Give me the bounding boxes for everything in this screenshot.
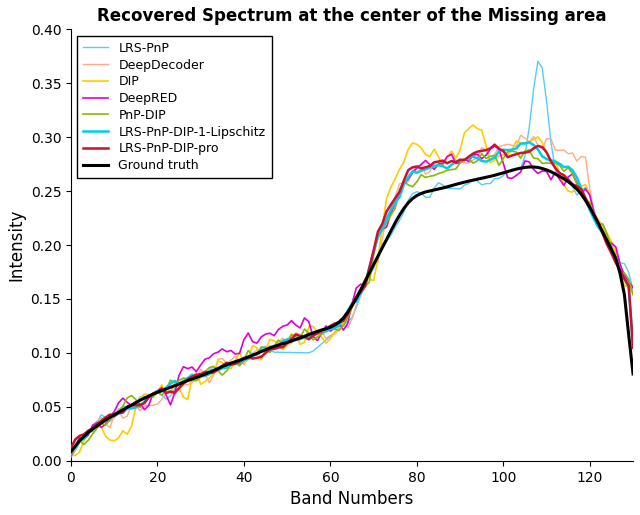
Ground truth	[89, 426, 97, 432]
DIP	[469, 122, 477, 128]
Line: LRS-PnP-DIP-pro: LRS-PnP-DIP-pro	[71, 145, 633, 448]
PnP-DIP	[166, 377, 174, 383]
LRS-PnP-DIP-1-Lipschitz	[166, 381, 174, 387]
LRS-PnP-DIP-1-Lipschitz	[417, 167, 425, 174]
Ground truth	[629, 371, 637, 377]
DIP	[387, 184, 395, 191]
DeepRED	[629, 285, 637, 291]
PnP-DIP	[89, 431, 97, 437]
Ground truth	[387, 228, 395, 234]
DeepRED	[387, 210, 395, 216]
LRS-PnP-DIP-1-Lipschitz	[504, 147, 511, 153]
Ground truth	[482, 174, 490, 180]
LRS-PnP-DIP-1-Lipschitz	[89, 427, 97, 434]
DeepRED	[166, 402, 174, 408]
LRS-PnP-DIP-1-Lipschitz	[387, 207, 395, 213]
Ground truth	[525, 164, 533, 170]
DIP	[67, 452, 75, 458]
Line: PnP-DIP: PnP-DIP	[71, 150, 633, 455]
Line: LRS-PnP-DIP-1-Lipschitz: LRS-PnP-DIP-1-Lipschitz	[71, 142, 633, 452]
LRS-PnP	[482, 181, 490, 187]
DIP	[486, 160, 494, 166]
PnP-DIP	[504, 149, 511, 155]
LRS-PnP-DIP-pro	[387, 201, 395, 208]
Ground truth	[417, 191, 425, 197]
DIP	[417, 145, 425, 151]
DeepRED	[417, 161, 425, 167]
LRS-PnP-DIP-pro	[491, 142, 499, 148]
LRS-PnP	[504, 168, 511, 174]
LRS-PnP-DIP-pro	[67, 445, 75, 451]
PnP-DIP	[629, 291, 637, 298]
LRS-PnP-DIP-pro	[417, 165, 425, 171]
LRS-PnP-DIP-pro	[629, 345, 637, 351]
LRS-PnP-DIP-pro	[166, 388, 174, 394]
PnP-DIP	[525, 147, 533, 153]
LRS-PnP-DIP-1-Lipschitz	[629, 345, 637, 351]
DeepDecoder	[516, 132, 524, 139]
LRS-PnP	[417, 190, 425, 196]
Line: LRS-PnP: LRS-PnP	[71, 61, 633, 457]
Ground truth	[67, 449, 75, 455]
Ground truth	[504, 168, 511, 175]
DeepRED	[508, 175, 516, 181]
Line: Ground truth: Ground truth	[71, 167, 633, 452]
DeepDecoder	[417, 162, 425, 168]
PnP-DIP	[387, 212, 395, 218]
Line: DeepDecoder: DeepDecoder	[71, 135, 633, 455]
DeepDecoder	[166, 389, 174, 396]
LRS-PnP-DIP-pro	[89, 425, 97, 432]
LRS-PnP	[89, 427, 97, 434]
LRS-PnP-DIP-pro	[508, 152, 516, 159]
DeepRED	[491, 143, 499, 149]
PnP-DIP	[417, 171, 425, 178]
DeepDecoder	[89, 423, 97, 430]
LRS-PnP-DIP-1-Lipschitz	[525, 139, 533, 145]
X-axis label: Band Numbers: Band Numbers	[291, 490, 413, 508]
LRS-PnP-DIP-1-Lipschitz	[67, 449, 75, 455]
LRS-PnP	[166, 393, 174, 399]
DeepDecoder	[67, 452, 75, 458]
LRS-PnP-DIP-1-Lipschitz	[482, 159, 490, 165]
PnP-DIP	[67, 452, 75, 458]
Legend: LRS-PnP, DeepDecoder, DIP, DeepRED, PnP-DIP, LRS-PnP-DIP-1-Lipschitz, LRS-PnP-DI: LRS-PnP, DeepDecoder, DIP, DeepRED, PnP-…	[77, 36, 272, 178]
DIP	[629, 290, 637, 297]
LRS-PnP	[534, 58, 542, 64]
DeepRED	[67, 453, 75, 459]
LRS-PnP-DIP-pro	[482, 147, 490, 153]
Line: DIP: DIP	[71, 125, 633, 455]
DeepDecoder	[482, 147, 490, 153]
LRS-PnP	[387, 232, 395, 238]
DIP	[89, 426, 97, 433]
DIP	[508, 147, 516, 153]
DeepRED	[89, 422, 97, 428]
Title: Recovered Spectrum at the center of the Missing area: Recovered Spectrum at the center of the …	[97, 7, 607, 25]
Y-axis label: Intensity: Intensity	[7, 209, 25, 281]
LRS-PnP	[629, 286, 637, 293]
PnP-DIP	[482, 156, 490, 162]
DeepDecoder	[629, 292, 637, 298]
DeepRED	[482, 152, 490, 158]
Ground truth	[166, 384, 174, 390]
Line: DeepRED: DeepRED	[71, 146, 633, 456]
DeepDecoder	[387, 205, 395, 211]
DeepDecoder	[504, 141, 511, 147]
LRS-PnP	[67, 454, 75, 460]
DIP	[166, 390, 174, 396]
